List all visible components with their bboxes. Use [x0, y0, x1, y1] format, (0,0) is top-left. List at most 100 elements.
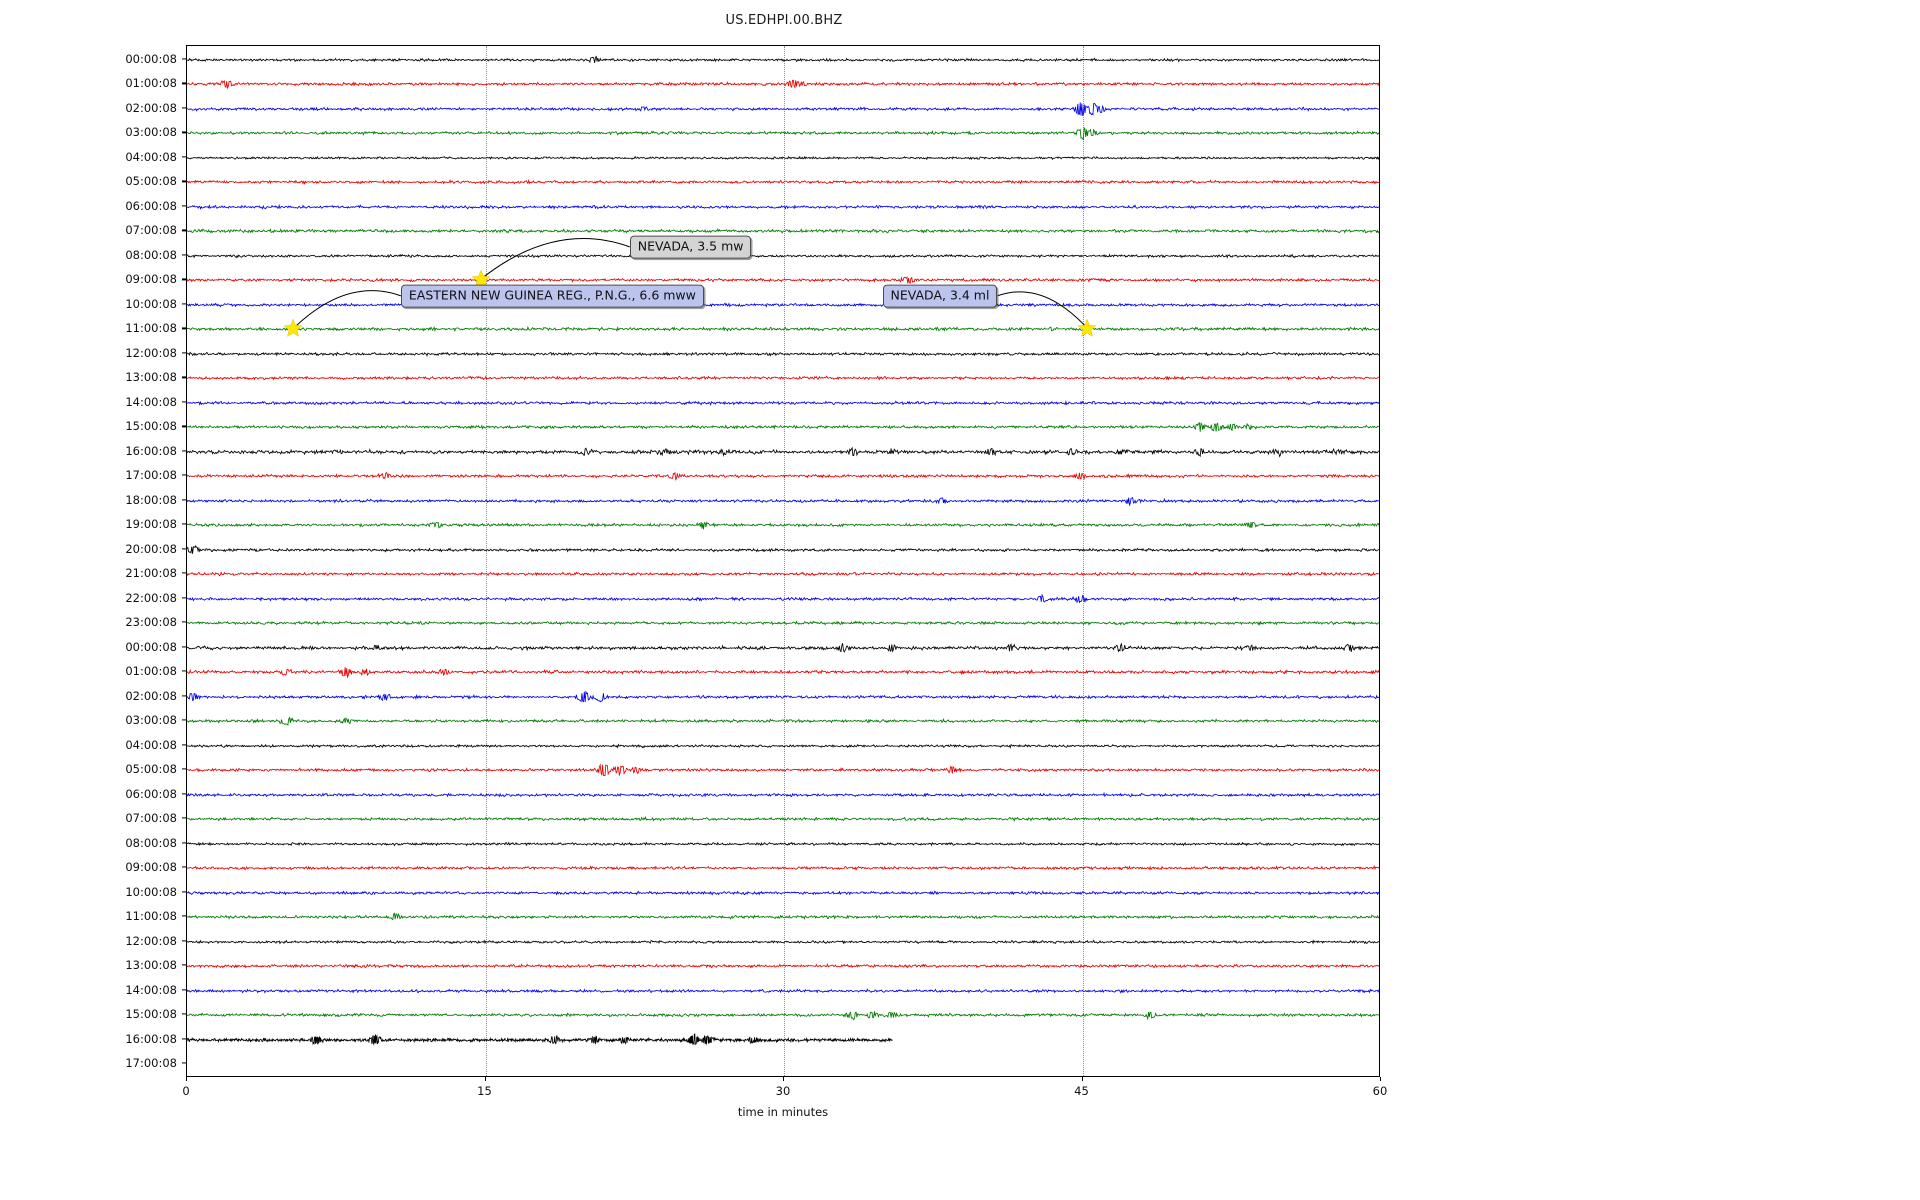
trace-waveform	[187, 808, 1379, 830]
y-axis-tick-mark	[182, 597, 186, 599]
event-label-box[interactable]: NEVADA, 3.5 mw	[629, 235, 752, 259]
gridline-vertical	[485, 46, 488, 1076]
y-axis-tick-mark	[182, 278, 186, 280]
x-axis-tick-label: 15	[477, 1084, 492, 1098]
y-axis-tick-label: 01:00:08	[125, 664, 177, 679]
y-axis-tick-label: 02:00:08	[125, 100, 177, 115]
y-axis-tick-label: 07:00:08	[125, 811, 177, 826]
trace-waveform	[187, 637, 1379, 659]
y-axis-tick-mark	[182, 670, 186, 672]
y-axis-tick-label: 12:00:08	[125, 345, 177, 360]
x-axis-tick-mark	[186, 1077, 188, 1081]
trace-waveform	[187, 735, 1379, 757]
traces-container	[187, 46, 1379, 1076]
y-axis-tick-mark	[182, 352, 186, 354]
y-axis-tick-mark	[182, 548, 186, 550]
y-axis-tick-mark	[182, 1013, 186, 1015]
y-axis-tick-label: 17:00:08	[125, 1056, 177, 1070]
trace-waveform	[187, 955, 1379, 977]
x-axis-tick-label: 30	[775, 1084, 791, 1098]
y-axis-tick-label: 15:00:08	[125, 1007, 177, 1022]
y-axis-tick-mark	[182, 58, 186, 60]
y-axis-tick-label: 04:00:08	[125, 149, 177, 164]
y-axis-tick-label: 21:00:08	[125, 566, 177, 581]
trace-waveform	[187, 882, 1379, 904]
y-axis-tick-mark	[182, 254, 186, 256]
y-axis-tick-mark	[182, 499, 186, 501]
x-axis-tick-mark	[1081, 1077, 1083, 1081]
y-axis-tick-label: 19:00:08	[125, 517, 177, 532]
y-axis-tick-label: 05:00:08	[125, 174, 177, 189]
y-axis-tick-mark	[182, 82, 186, 85]
y-axis-tick-label: 02:00:08	[125, 688, 177, 703]
y-axis-tick-label: 08:00:08	[125, 247, 177, 262]
y-axis-tick-label: 07:00:08	[125, 223, 177, 238]
y-axis-tick-mark	[182, 793, 186, 795]
trace-waveform	[187, 833, 1379, 855]
gridline-vertical	[1082, 46, 1085, 1076]
event-label-box[interactable]: EASTERN NEW GUINEA REG., P.N.G., 6.6 mww	[400, 284, 704, 308]
trace-waveform	[187, 514, 1379, 536]
y-axis-tick-mark	[182, 376, 186, 378]
y-axis-tick-mark	[182, 744, 186, 746]
trace-waveform	[187, 1029, 1379, 1051]
trace-waveform	[187, 465, 1379, 487]
trace-waveform	[187, 661, 1379, 683]
trace-waveform	[187, 343, 1379, 365]
x-axis-label: time in minutes	[737, 1105, 829, 1119]
trace-waveform	[187, 710, 1379, 732]
y-axis-tick-mark	[182, 646, 186, 648]
y-axis-tick-label: 17:00:08	[125, 468, 177, 483]
y-axis-tick-mark	[182, 1062, 186, 1064]
trace-waveform	[187, 269, 1379, 291]
y-axis-tick-mark	[182, 988, 186, 991]
trace-waveform	[187, 857, 1379, 879]
trace-waveform	[187, 171, 1379, 193]
x-axis-tick-label: 60	[1372, 1084, 1388, 1098]
y-axis-tick-mark	[182, 719, 186, 721]
trace-waveform	[187, 73, 1379, 95]
x-axis-tick-mark	[783, 1077, 785, 1081]
trace-waveform	[187, 245, 1379, 267]
y-axis-tick-mark	[182, 817, 186, 819]
trace-waveform	[187, 392, 1379, 414]
y-axis-tick-label: 23:00:08	[125, 615, 177, 630]
y-axis-tick-label: 15:00:08	[125, 419, 177, 434]
trace-waveform	[187, 318, 1379, 340]
trace-waveform	[187, 612, 1379, 634]
y-axis-tick-label: 22:00:08	[125, 590, 177, 605]
y-axis-tick-label: 01:00:08	[125, 76, 177, 91]
trace-waveform	[187, 588, 1379, 610]
y-axis-tick-mark	[182, 842, 186, 844]
trace-waveform	[187, 784, 1379, 806]
y-axis-tick-label: 10:00:08	[125, 296, 177, 311]
y-axis-tick-mark	[182, 450, 186, 452]
y-axis-tick-mark	[182, 401, 186, 403]
y-axis-tick-label: 04:00:08	[125, 737, 177, 752]
y-axis-tick-mark	[182, 572, 186, 574]
y-axis-tick-mark	[182, 107, 186, 109]
y-axis-tick-mark	[182, 180, 186, 183]
y-axis-tick-label: 00:00:08	[125, 639, 177, 654]
trace-waveform	[187, 1004, 1379, 1026]
x-axis-tick-mark	[1380, 1077, 1382, 1081]
y-axis-tick-label: 14:00:08	[125, 394, 177, 409]
trace-waveform	[187, 122, 1379, 144]
x-axis-tick-mark	[484, 1077, 486, 1081]
y-axis-tick-mark	[182, 474, 186, 476]
y-axis-tick-mark	[182, 229, 186, 231]
page-title: US.EDHPI.00.BHZ	[725, 13, 843, 28]
trace-waveform	[187, 539, 1379, 561]
trace-waveform	[187, 931, 1379, 953]
y-axis-tick-label: 09:00:08	[125, 860, 177, 875]
event-label-box[interactable]: NEVADA, 3.4 ml	[882, 284, 998, 308]
x-axis-tick-label: 45	[1074, 1084, 1089, 1098]
y-axis-tick-mark	[182, 131, 186, 134]
y-axis-tick-label: 16:00:08	[125, 443, 177, 458]
y-axis-tick-mark	[182, 523, 186, 525]
y-axis-tick-label: 03:00:08	[125, 125, 177, 140]
trace-waveform	[187, 367, 1379, 389]
y-axis-tick-label: 06:00:08	[125, 786, 177, 801]
y-axis-tick-mark	[182, 621, 186, 623]
